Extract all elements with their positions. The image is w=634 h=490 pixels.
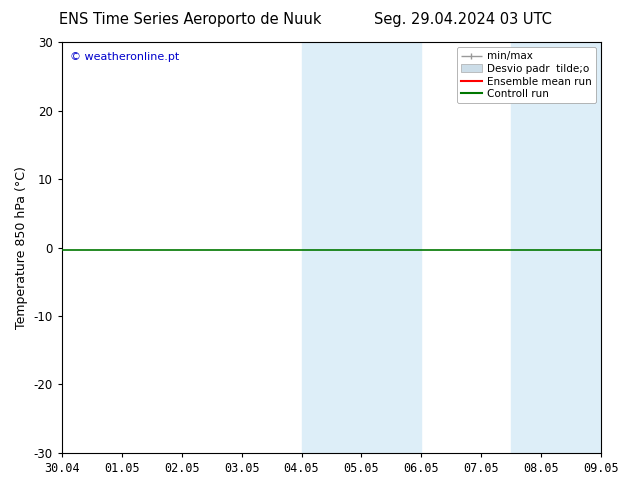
Text: ENS Time Series Aeroporto de Nuuk: ENS Time Series Aeroporto de Nuuk bbox=[59, 12, 321, 27]
Bar bbox=[302, 42, 422, 453]
Bar bbox=[511, 42, 601, 453]
Legend: min/max, Desvio padr  tilde;o, Ensemble mean run, Controll run: min/max, Desvio padr tilde;o, Ensemble m… bbox=[457, 47, 596, 103]
Text: © weatheronline.pt: © weatheronline.pt bbox=[70, 52, 179, 62]
Y-axis label: Temperature 850 hPa (°C): Temperature 850 hPa (°C) bbox=[15, 166, 28, 329]
Text: Seg. 29.04.2024 03 UTC: Seg. 29.04.2024 03 UTC bbox=[374, 12, 552, 27]
